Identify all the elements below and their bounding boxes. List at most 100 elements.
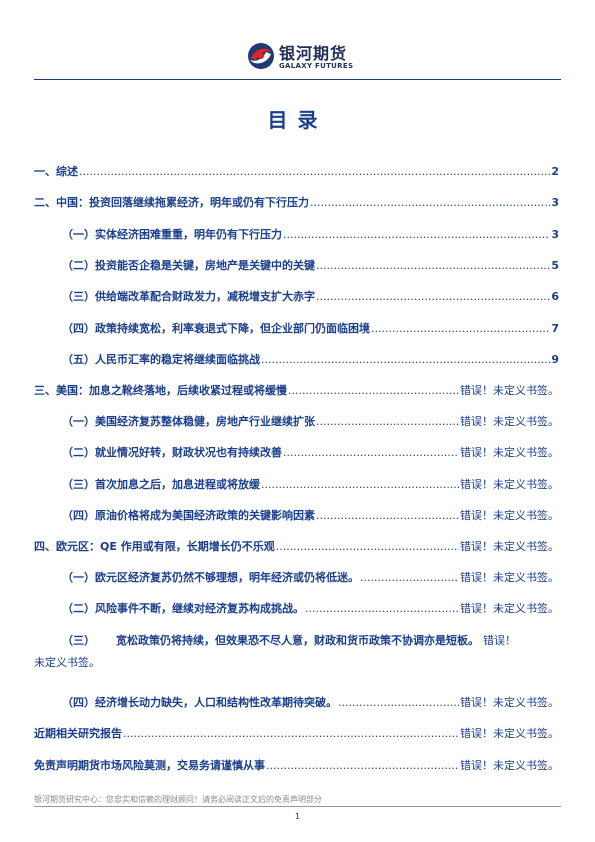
toc-number: 免责声明 — [34, 759, 78, 772]
page-number: 1 — [294, 812, 301, 821]
toc-title: 实体经济困难重重，明年仍有下行压力 — [95, 228, 282, 241]
toc-leader — [360, 571, 459, 584]
toc-entry[interactable]: （三） 供给端改革配合财政发力，减税增支扩大赤字 6 — [34, 286, 559, 306]
toc-page: 5 — [551, 258, 559, 272]
toc-leader — [338, 696, 459, 709]
toc-number: （二） — [62, 446, 95, 459]
page-title: 目录 — [267, 108, 328, 132]
toc-entry[interactable]: （四） 政策持续宽松，利率衰退式下降，但企业部门仍面临困境 7 — [34, 318, 559, 338]
toc-leader — [316, 259, 550, 272]
footer-divider — [34, 806, 561, 807]
toc-page-error: 错误！未定义书签。 — [460, 602, 559, 615]
toc-entry-disclaimer[interactable]: 免责声明 期货市场风险莫测，交易务请谨慎从事 错误！未定义书签。 — [34, 755, 559, 775]
toc-number: 一、 — [34, 165, 56, 178]
toc-leader — [79, 165, 550, 178]
toc-leader — [371, 322, 550, 335]
toc-title: 就业情况好转，财政状况也有持续改善 — [95, 446, 282, 459]
toc-page-error: 错误！未定义书签。 — [460, 446, 559, 459]
toc-number: （三） — [62, 290, 95, 303]
toc-page: 2 — [551, 164, 559, 178]
toc-leader — [316, 415, 459, 428]
toc-leader — [283, 228, 550, 241]
toc-title: 风险事件不断，继续对经济复苏构成挑战。 — [95, 602, 304, 615]
toc-leader — [305, 602, 459, 615]
logo-chinese-name: 银河期货 — [279, 44, 348, 63]
toc-number: （一） — [62, 415, 95, 428]
toc-page: 3 — [551, 227, 559, 241]
toc-entry-continuation: 未定义书签。 — [34, 656, 100, 669]
toc-title: 美国：加息之靴终落地，后续收紧过程或将缓慢 — [56, 384, 287, 397]
toc-title: 人民币汇率的稳定将继续面临挑战 — [95, 353, 260, 366]
toc-number: （五） — [62, 353, 95, 366]
toc-number: （二） — [62, 259, 95, 272]
toc-page: 7 — [551, 321, 559, 335]
toc-title: 欧元区：QE 作用或有限，长期增长仍不乐观 — [56, 540, 275, 553]
toc-title: 投资能否企稳是关键，房地产是关键中的关键 — [95, 259, 315, 272]
toc-title: 期货市场风险莫测，交易务请谨慎从事 — [78, 759, 265, 772]
toc-page-error: 错误！未定义书签。 — [460, 509, 559, 522]
toc-entry-usa[interactable]: 三、 美国：加息之靴终落地，后续收紧过程或将缓慢 错误！未定义书签。 — [34, 380, 559, 400]
toc-page-error: 错误！未定义书签。 — [460, 727, 559, 740]
toc-page-error: 错误！未定义书签。 — [460, 571, 559, 584]
toc-entry-eurozone[interactable]: 四、 欧元区：QE 作用或有限，长期增长仍不乐观 错误！未定义书签。 — [34, 536, 559, 556]
toc-title: 美国经济复苏整体稳健，房地产行业继续扩张 — [95, 415, 315, 428]
toc-number: 二、 — [34, 196, 56, 209]
toc-leader — [261, 478, 459, 491]
toc-entry[interactable]: （五） 人民币汇率的稳定将继续面临挑战 9 — [34, 349, 559, 369]
toc-entry[interactable]: （三） 首次加息之后，加息进程或将放缓 错误！未定义书签。 — [34, 474, 559, 494]
toc-title: 宽松政策仍将持续，但效果恐不尽人意，财政和货币政策不协调亦是短板。 — [116, 634, 479, 647]
toc-number: （四） — [62, 322, 95, 335]
galaxy-logo-icon — [248, 43, 274, 69]
toc-page-error: 错误！未定义书签。 — [460, 759, 559, 772]
toc-leader — [261, 353, 550, 366]
toc-page-error: 错误！未定义书签。 — [460, 540, 559, 553]
toc-entry[interactable]: （二） 投资能否企稳是关键，房地产是关键中的关键 5 — [34, 255, 559, 275]
toc-entry[interactable]: （一） 美国经济复苏整体稳健，房地产行业继续扩张 错误！未定义书签。 — [34, 411, 559, 431]
toc-entry[interactable]: （一） 欧元区经济复苏仍然不够理想，明年经济或仍将低迷。 错误！未定义书签。 — [34, 567, 559, 587]
toc-entry-china[interactable]: 二、 中国：投资回落继续拖累经济，明年或仍有下行压力 3 — [34, 192, 559, 212]
toc-leader — [123, 727, 459, 740]
toc-number: （二） — [62, 602, 95, 615]
toc-page-error: 错误！未定义书签。 — [460, 415, 559, 428]
toc-page-error: 错误！未定义书签。 — [460, 384, 559, 397]
toc-entry[interactable]: （二） 风险事件不断，继续对经济复苏构成挑战。 错误！未定义书签。 — [34, 598, 559, 618]
toc-leader — [283, 446, 459, 459]
toc-title: 首次加息之后，加息进程或将放缓 — [95, 478, 260, 491]
toc-title: 近期相关研究报告 — [34, 727, 122, 740]
toc-title: 政策持续宽松，利率衰退式下降，但企业部门仍面临困境 — [95, 322, 370, 335]
toc-leader — [266, 759, 459, 772]
toc-number: （三） — [62, 634, 95, 647]
toc-leader — [316, 509, 459, 522]
toc-page-error: 错误！ — [483, 634, 516, 647]
logo-english-name: GALAXY FUTURES — [279, 62, 354, 70]
toc-leader — [288, 384, 459, 397]
toc-leader — [316, 290, 550, 303]
toc-entry[interactable]: （四） 原油价格将成为美国经济政策的关键影响因素 错误！未定义书签。 — [34, 505, 559, 525]
toc-title: 原油价格将成为美国经济政策的关键影响因素 — [95, 509, 315, 522]
toc-entry-overview[interactable]: 一、 综述 2 — [34, 161, 559, 181]
toc-page: 3 — [551, 195, 559, 209]
toc-leader — [276, 540, 459, 553]
toc-page: 6 — [551, 289, 559, 303]
toc-number: 三、 — [34, 384, 56, 397]
toc-page: 9 — [551, 352, 559, 366]
toc-entry[interactable]: （四） 经济增长动力缺失，人口和结构性改革期待突破。 错误！未定义书签。 — [34, 692, 559, 712]
toc-entry-recent-reports[interactable]: 近期相关研究报告 错误！未定义书签。 — [34, 723, 559, 743]
toc-number: （一） — [62, 228, 95, 241]
toc-number: （四） — [62, 696, 95, 709]
footer-disclaimer-note: 银河期货研究中心：您忠实和信赖的理财顾问！请务必阅读正文后的免责声明部分 — [34, 795, 322, 804]
toc-page-error: 错误！未定义书签。 — [460, 696, 559, 709]
toc-number: （四） — [62, 509, 95, 522]
toc-number: （一） — [62, 571, 95, 584]
toc-entry-wrapped[interactable]: （三） 宽松政策仍将持续，但效果恐不尽人意，财政和货币政策不协调亦是短板。 错误… — [34, 630, 559, 650]
toc-entry[interactable]: （一） 实体经济困难重重，明年仍有下行压力 3 — [34, 224, 559, 244]
toc-title: 综述 — [56, 165, 78, 178]
company-logo: 银河期货 GALAXY FUTURES — [247, 40, 367, 76]
toc-entry[interactable]: （二） 就业情况好转，财政状况也有持续改善 错误！未定义书签。 — [34, 442, 559, 462]
toc-page-error: 错误！未定义书签。 — [460, 478, 559, 491]
toc-title: 欧元区经济复苏仍然不够理想，明年经济或仍将低迷。 — [95, 571, 359, 584]
header-divider — [34, 79, 561, 80]
toc-title: 经济增长动力缺失，人口和结构性改革期待突破。 — [95, 696, 337, 709]
toc-title: 供给端改革配合财政发力，减税增支扩大赤字 — [95, 290, 315, 303]
toc-number: （三） — [62, 478, 95, 491]
